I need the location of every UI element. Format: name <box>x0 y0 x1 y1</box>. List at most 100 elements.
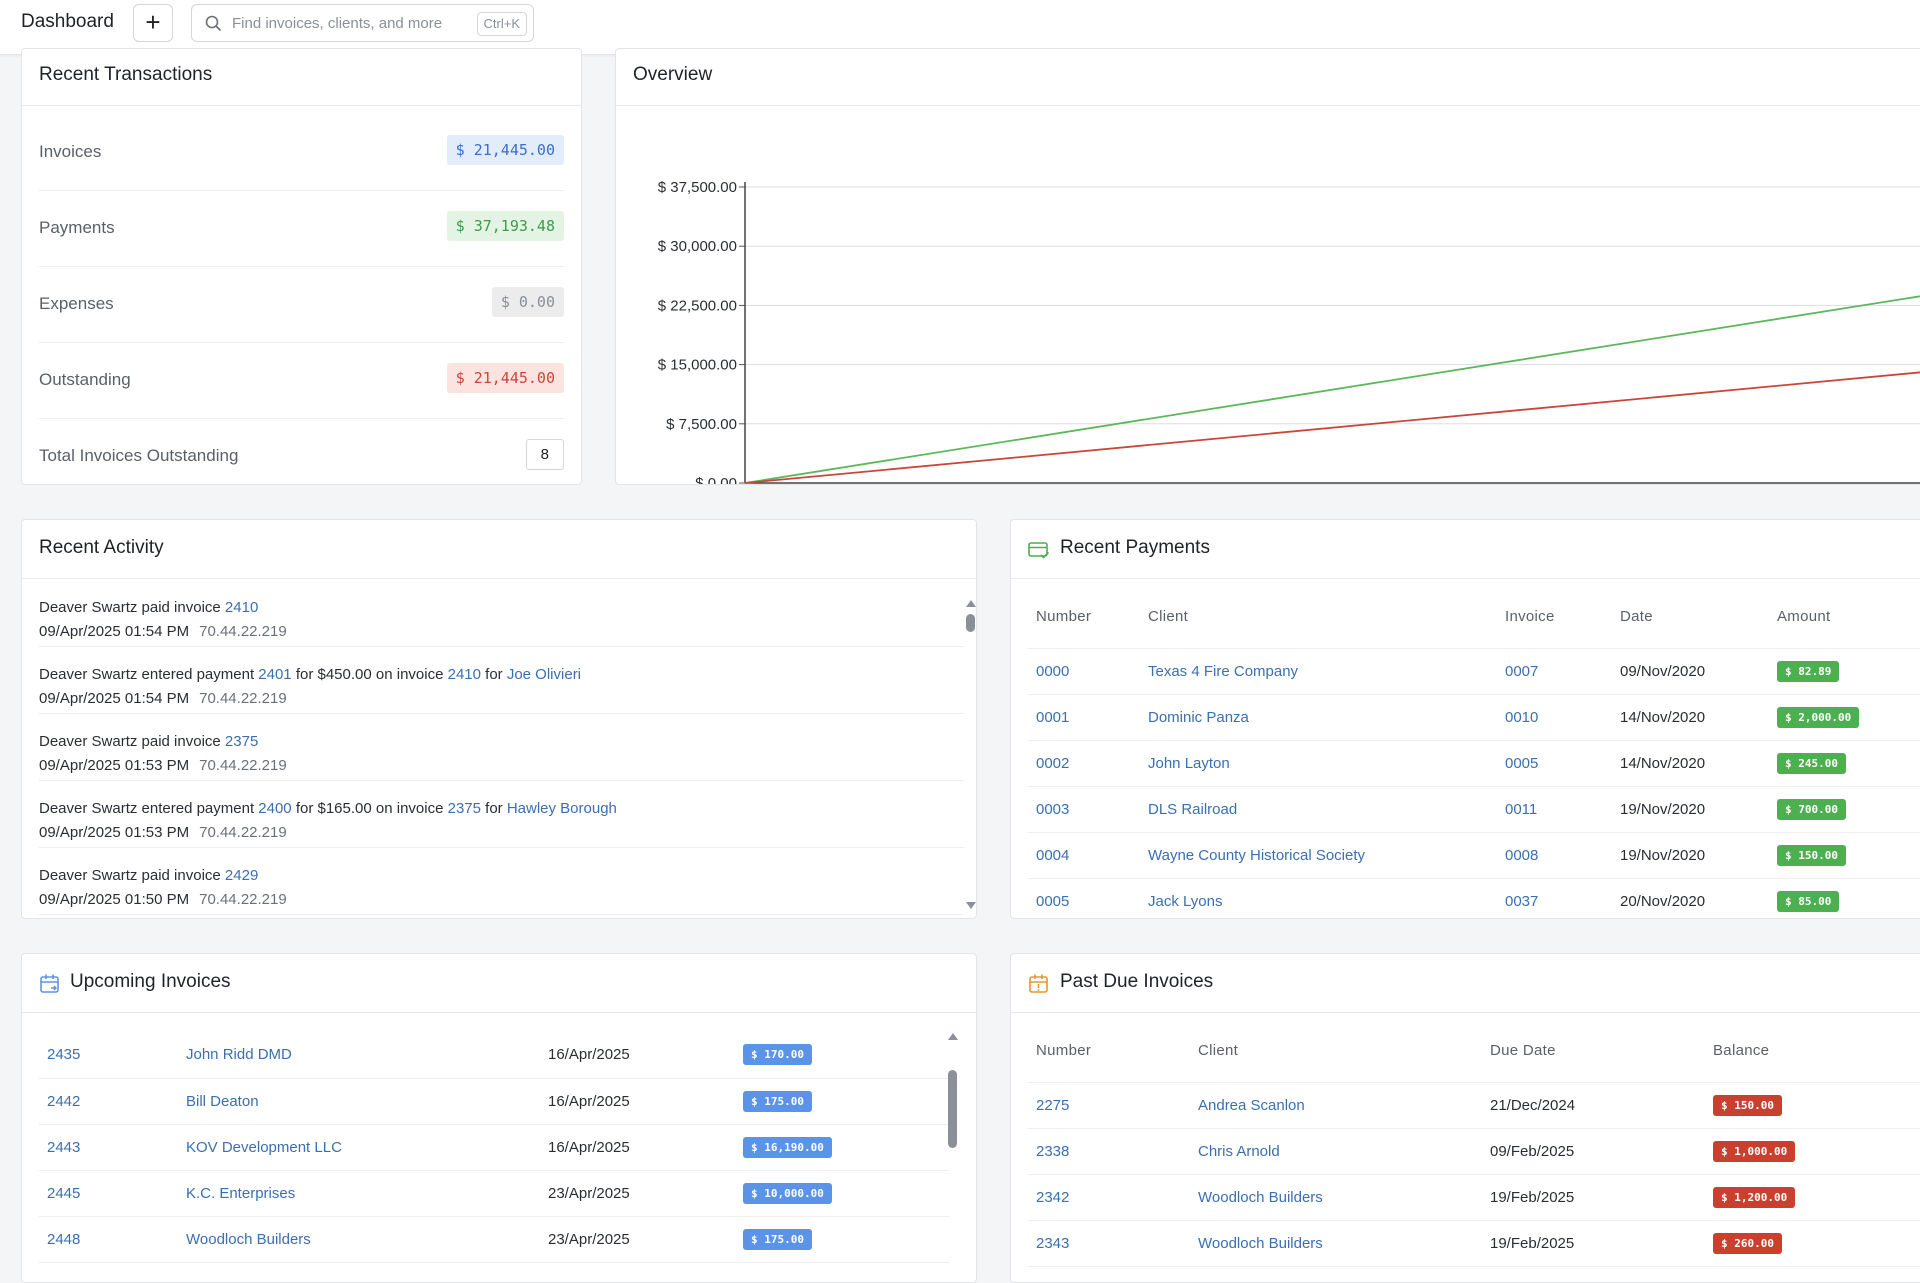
scrollbar-thumb[interactable] <box>966 614 975 632</box>
invoice-link[interactable]: 0037 <box>1505 892 1539 910</box>
invoice-number-link[interactable]: 2443 <box>47 1138 81 1156</box>
upcoming-scrollbar[interactable] <box>946 1033 960 1273</box>
table-row[interactable]: 0005 Jack Lyons 0037 20/Nov/2020 $ 85.00 <box>1028 877 1920 918</box>
transaction-row-invoices[interactable]: Invoices $ 21,445.00 <box>39 115 564 191</box>
transaction-value: $ 21,445.00 <box>446 135 564 165</box>
amount-badge: $ 170.00 <box>743 1044 812 1066</box>
card-title: Recent Activity <box>39 537 164 558</box>
amount-badge: $ 16,190.00 <box>743 1136 832 1158</box>
invoice-link[interactable]: 2429 <box>224 867 259 884</box>
payment-date: 09/Nov/2020 <box>1620 647 1777 694</box>
activity-ip: 70.44.22.219 <box>199 623 287 640</box>
invoice-link[interactable]: 2375 <box>447 800 481 817</box>
payment-link[interactable]: 2401 <box>258 666 292 683</box>
table-row[interactable]: 2435 John Ridd DMD 16/Apr/2025 $ 170.00 <box>39 1032 949 1078</box>
due-date: 19/Feb/2025 <box>1490 1219 1713 1266</box>
scroll-up-icon[interactable] <box>966 600 976 607</box>
table-row[interactable]: 2448 Woodloch Builders 23/Apr/2025 $ 175… <box>39 1215 949 1262</box>
amount-badge: $ 245.00 <box>1777 752 1846 774</box>
client-link[interactable]: K.C. Enterprises <box>186 1184 296 1202</box>
invoice-link[interactable]: 0008 <box>1505 846 1539 864</box>
transaction-value: $ 21,445.00 <box>446 363 564 393</box>
invoice-number-link[interactable]: 2435 <box>47 1046 81 1064</box>
card-title: Recent Transactions <box>39 64 213 85</box>
client-link[interactable]: DLS Railroad <box>1148 800 1238 818</box>
table-row[interactable]: 2445 K.C. Enterprises 23/Apr/2025 $ 10,0… <box>39 1169 949 1216</box>
table-row[interactable]: 2442 Bill Deaton 16/Apr/2025 $ 175.00 <box>39 1077 949 1124</box>
invoice-link[interactable]: 2375 <box>224 733 259 750</box>
payment-link[interactable]: 2400 <box>258 800 292 817</box>
client-link[interactable]: Woodloch Builders <box>186 1230 311 1248</box>
card-header: Overview <box>616 49 1920 106</box>
upcoming-table: 2435 John Ridd DMD 16/Apr/2025 $ 170.00 … <box>39 1032 949 1263</box>
client-link[interactable]: John Ridd DMD <box>186 1046 292 1064</box>
activity-time: 09/Apr/2025 01:53 PM <box>39 824 190 841</box>
invoice-date: 16/Apr/2025 <box>548 1123 743 1170</box>
client-link[interactable]: Bill Deaton <box>186 1092 259 1110</box>
scroll-up-icon[interactable] <box>948 1033 958 1040</box>
client-link[interactable]: Chris Arnold <box>1198 1142 1280 1160</box>
activity-item: Deaver Swartz paid invoice 2375 09/Apr/2… <box>39 714 964 781</box>
scroll-down-icon[interactable] <box>966 902 976 909</box>
client-link[interactable]: Jack Lyons <box>1148 892 1223 910</box>
transaction-row-total-outstanding[interactable]: Total Invoices Outstanding 8 <box>39 419 564 484</box>
transaction-row-expenses[interactable]: Expenses $ 0.00 <box>39 267 564 343</box>
activity-ip: 70.44.22.219 <box>199 690 287 707</box>
invoice-number-link[interactable]: 2445 <box>47 1184 81 1202</box>
table-row[interactable]: 0000 Texas 4 Fire Company 0007 09/Nov/20… <box>1028 647 1920 694</box>
invoice-number-link[interactable]: 2448 <box>47 1230 81 1248</box>
invoice-number-link[interactable]: 2338 <box>1036 1142 1070 1160</box>
overview-card: Overview $ 37,500.00 $ 30,000.00 $ 22,500.… <box>615 48 1920 485</box>
transaction-row-payments[interactable]: Payments $ 37,193.48 <box>39 191 564 267</box>
payment-date: 14/Nov/2020 <box>1620 693 1777 740</box>
payment-number-link[interactable]: 0004 <box>1036 846 1070 864</box>
invoice-link[interactable]: 0010 <box>1505 708 1539 726</box>
payment-number-link[interactable]: 0000 <box>1036 662 1070 680</box>
column-header: Amount <box>1777 608 1831 625</box>
client-link[interactable]: Texas 4 Fire Company <box>1148 662 1299 680</box>
payments-table: Number Client Invoice Date Amount 0000 T… <box>1028 608 1920 918</box>
client-link[interactable]: KOV Development LLC <box>186 1138 342 1156</box>
transaction-row-outstanding[interactable]: Outstanding $ 21,445.00 <box>39 343 564 419</box>
card-title: Overview <box>633 64 713 85</box>
table-row[interactable]: 0003 DLS Railroad 0011 19/Nov/2020 $ 700… <box>1028 785 1920 832</box>
table-row[interactable]: 2342 Woodloch Builders 19/Feb/2025 $ 1,2… <box>1028 1173 1920 1220</box>
client-link[interactable]: Woodloch Builders <box>1198 1188 1323 1206</box>
invoice-date: 16/Apr/2025 <box>548 1077 743 1124</box>
client-link[interactable]: Joe Olivieri <box>506 666 582 683</box>
client-link[interactable]: Hawley Borough <box>506 800 617 817</box>
add-button[interactable]: + <box>133 4 173 42</box>
table-row[interactable]: 2443 KOV Development LLC 16/Apr/2025 $ 1… <box>39 1123 949 1170</box>
card-header: Recent Activity <box>22 520 976 579</box>
invoice-number-link[interactable]: 2342 <box>1036 1188 1070 1206</box>
invoice-link[interactable]: 2410 <box>224 599 259 616</box>
table-row[interactable]: 2275 Andrea Scanlon 21/Dec/2024 $ 150.00 <box>1028 1081 1920 1128</box>
client-link[interactable]: Woodloch Builders <box>1198 1234 1323 1252</box>
payment-number-link[interactable]: 0003 <box>1036 800 1070 818</box>
invoice-link[interactable]: 0011 <box>1505 800 1538 818</box>
invoice-number-link[interactable]: 2442 <box>47 1092 81 1110</box>
column-header: Balance <box>1713 1042 1770 1059</box>
invoice-number-link[interactable]: 2275 <box>1036 1096 1070 1114</box>
table-row[interactable]: 0001 Dominic Panza 0010 14/Nov/2020 $ 2,… <box>1028 693 1920 740</box>
invoice-link[interactable]: 0007 <box>1505 662 1539 680</box>
table-row[interactable]: 0004 Wayne County Historical Society 000… <box>1028 831 1920 878</box>
client-link[interactable]: Dominic Panza <box>1148 708 1249 726</box>
invoice-link[interactable]: 0005 <box>1505 754 1539 772</box>
table-row[interactable]: 2338 Chris Arnold 09/Feb/2025 $ 1,000.00 <box>1028 1127 1920 1174</box>
column-header: Date <box>1620 608 1653 625</box>
table-row[interactable]: 2343 Woodloch Builders 19/Feb/2025 $ 260… <box>1028 1219 1920 1266</box>
invoice-number-link[interactable]: 2343 <box>1036 1234 1070 1252</box>
client-link[interactable]: Andrea Scanlon <box>1198 1096 1305 1114</box>
invoice-link[interactable]: 2410 <box>447 666 481 683</box>
client-link[interactable]: John Layton <box>1148 754 1230 772</box>
payment-number-link[interactable]: 0002 <box>1036 754 1070 772</box>
search-input[interactable]: Find invoices, clients, and more Ctrl+K <box>191 4 534 42</box>
activity-scrollbar[interactable] <box>964 600 976 909</box>
table-row[interactable]: 0002 John Layton 0005 14/Nov/2020 $ 245.… <box>1028 739 1920 786</box>
client-link[interactable]: Wayne County Historical Society <box>1148 846 1366 864</box>
payment-number-link[interactable]: 0005 <box>1036 892 1070 910</box>
payment-number-link[interactable]: 0001 <box>1036 708 1070 726</box>
scrollbar-thumb[interactable] <box>948 1070 957 1148</box>
column-header: Invoice <box>1505 608 1555 625</box>
